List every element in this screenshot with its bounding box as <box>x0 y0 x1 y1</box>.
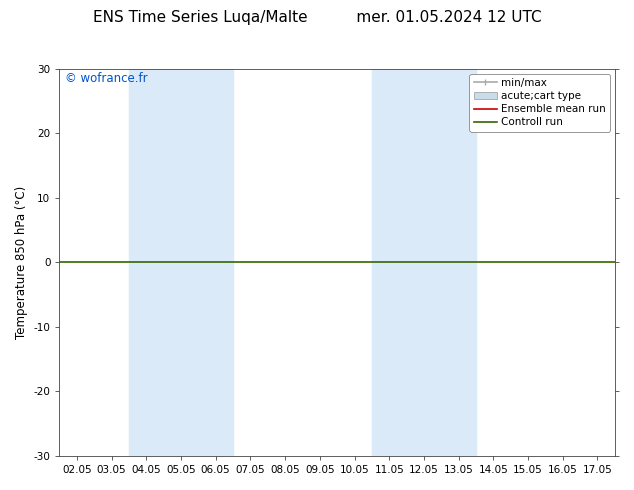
Y-axis label: Temperature 850 hPa (°C): Temperature 850 hPa (°C) <box>15 186 28 339</box>
Bar <box>372 69 476 456</box>
Bar <box>129 69 233 456</box>
Text: © wofrance.fr: © wofrance.fr <box>65 73 148 85</box>
Legend: min/max, acute;cart type, Ensemble mean run, Controll run: min/max, acute;cart type, Ensemble mean … <box>469 74 610 131</box>
Text: ENS Time Series Luqa/Malte          mer. 01.05.2024 12 UTC: ENS Time Series Luqa/Malte mer. 01.05.20… <box>93 10 541 25</box>
